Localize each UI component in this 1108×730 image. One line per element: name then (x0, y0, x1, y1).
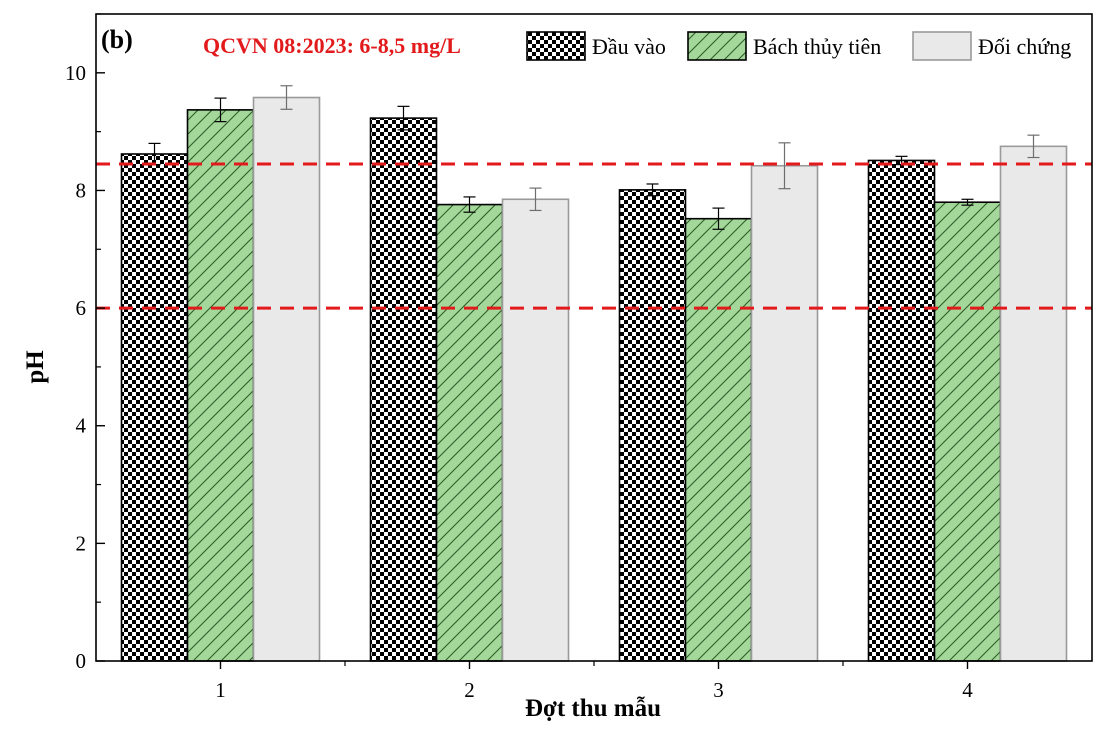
bar-solid-4 (999, 145, 1068, 662)
bar-solid-3 (750, 164, 819, 662)
regulation-annotation: QCVN 08:2023: 6-8,5 mg/L (203, 33, 461, 58)
bar-hatch-4 (933, 201, 1002, 662)
legend-swatch-hatch (687, 31, 747, 61)
x-tick-label: 2 (464, 678, 475, 702)
reference-lines (96, 162, 1092, 310)
y-tick-label: 0 (76, 649, 87, 673)
bar-solid-1 (252, 96, 321, 662)
x-axis-title: Đợt thu mẫu (525, 695, 661, 722)
x-tick-label: 3 (713, 678, 724, 702)
bar-checker-1 (120, 153, 189, 662)
panel-label: (b) (101, 25, 133, 54)
bars (120, 96, 1068, 662)
x-tick-label: 4 (962, 678, 973, 702)
bar-checker-4 (867, 159, 936, 662)
x-tick-label: 1 (215, 678, 226, 702)
y-tick-label: 4 (76, 414, 87, 438)
legend-swatch-solid (912, 31, 972, 61)
y-tick-label: 10 (65, 61, 86, 85)
y-tick-label: 6 (76, 296, 87, 320)
bar-hatch-1 (186, 109, 255, 662)
legend-swatch-checker (526, 31, 586, 61)
bar-checker-3 (618, 189, 687, 662)
legend-label-solid: Đối chứng (978, 34, 1071, 59)
error-bars (148, 85, 1040, 230)
bar-checker-2 (369, 117, 438, 662)
legend-label-hatch: Bách thủy tiên (753, 34, 881, 59)
bar-hatch-3 (684, 217, 753, 662)
legend-label-checker: Đầu vào (592, 34, 666, 59)
y-tick-label: 8 (76, 178, 87, 202)
y-axis-title: pH (22, 350, 49, 384)
legend: Đầu vào Bách thủy tiên Đối chứng (526, 31, 1071, 61)
y-tick-label: 2 (76, 531, 87, 555)
bar-hatch-2 (435, 203, 504, 662)
bar-solid-2 (501, 198, 570, 662)
